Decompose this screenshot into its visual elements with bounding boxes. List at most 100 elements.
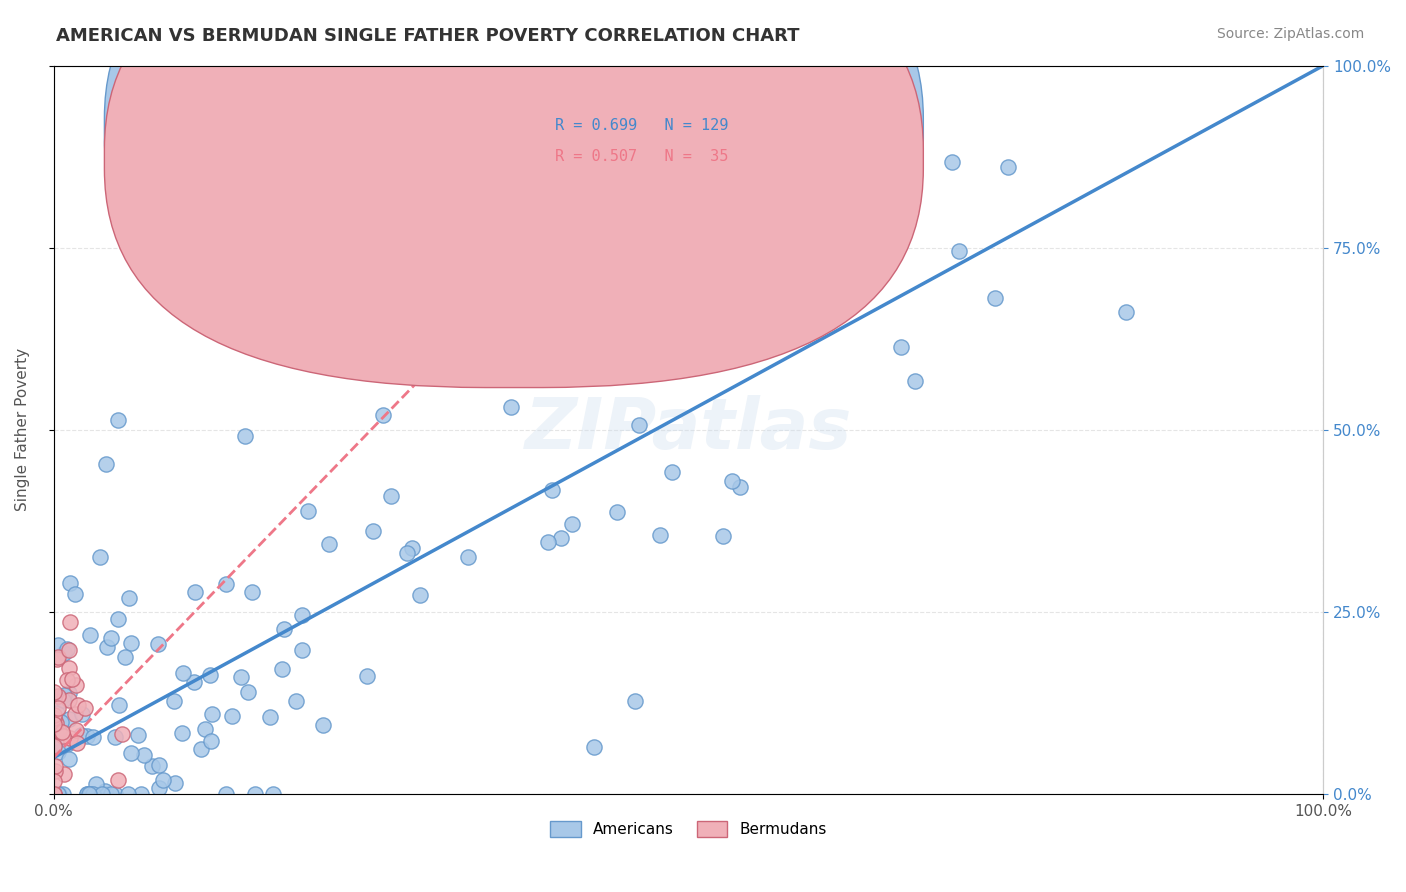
Y-axis label: Single Father Poverty: Single Father Poverty	[15, 348, 30, 511]
Point	[273, 622, 295, 636]
Point	[80, 787, 103, 801]
Point	[45, 716, 67, 731]
Point	[42, 787, 65, 801]
Point	[42, 685, 65, 699]
Point	[52, 787, 75, 801]
Point	[44, 739, 66, 753]
Point	[118, 591, 141, 605]
Point	[221, 708, 243, 723]
Point	[46, 649, 69, 664]
Point	[606, 505, 628, 519]
Point	[58, 661, 80, 675]
Point	[233, 428, 256, 442]
Point	[65, 677, 87, 691]
Point	[215, 787, 238, 801]
Point	[42, 710, 65, 724]
Point	[77, 787, 100, 801]
Point	[259, 710, 281, 724]
Point	[579, 370, 602, 384]
Point	[51, 725, 73, 739]
Point	[285, 694, 308, 708]
Point	[201, 707, 224, 722]
Point	[44, 764, 66, 778]
Point	[361, 524, 384, 538]
Point	[45, 723, 67, 738]
Point	[46, 745, 69, 759]
Point	[172, 665, 194, 680]
Point	[183, 675, 205, 690]
Point	[129, 787, 152, 801]
Point	[537, 535, 560, 549]
Point	[127, 727, 149, 741]
Point	[52, 729, 75, 743]
Point	[94, 787, 117, 801]
Point	[52, 688, 75, 702]
Point	[44, 759, 66, 773]
Point	[46, 787, 69, 801]
Point	[63, 707, 86, 722]
Point	[457, 549, 479, 564]
Point	[318, 537, 340, 551]
Point	[42, 738, 65, 752]
Point	[48, 724, 70, 739]
Point	[401, 541, 423, 556]
Point	[1115, 305, 1137, 319]
Point	[356, 669, 378, 683]
Point	[270, 662, 292, 676]
Point	[48, 787, 70, 801]
Point	[380, 489, 402, 503]
Point	[184, 584, 207, 599]
Point	[794, 249, 817, 263]
Point	[46, 701, 69, 715]
Point	[67, 698, 90, 712]
Point	[948, 244, 970, 258]
Point	[624, 694, 647, 708]
Point	[231, 670, 253, 684]
Point	[132, 748, 155, 763]
FancyBboxPatch shape	[104, 0, 924, 387]
Point	[91, 787, 114, 801]
Point	[650, 528, 672, 542]
Point	[73, 701, 96, 715]
Point	[236, 685, 259, 699]
Point	[904, 374, 927, 388]
Point	[46, 690, 69, 704]
Point	[997, 161, 1019, 175]
Point	[728, 480, 751, 494]
Point	[84, 777, 107, 791]
Point	[42, 787, 65, 801]
Point	[49, 715, 72, 730]
Text: Source: ZipAtlas.com: Source: ZipAtlas.com	[1216, 27, 1364, 41]
Point	[190, 742, 212, 756]
Point	[104, 787, 127, 801]
Point	[941, 155, 963, 169]
Point	[120, 746, 142, 760]
Point	[76, 729, 98, 743]
Point	[146, 638, 169, 652]
Point	[395, 545, 418, 559]
FancyBboxPatch shape	[460, 110, 815, 193]
Point	[200, 734, 222, 748]
Point	[52, 692, 75, 706]
Point	[58, 643, 80, 657]
Point	[46, 652, 69, 666]
Point	[148, 780, 170, 795]
Point	[56, 673, 79, 687]
Point	[70, 728, 93, 742]
Point	[984, 291, 1007, 305]
Point	[42, 774, 65, 789]
Point	[395, 310, 418, 324]
Point	[56, 641, 79, 656]
Point	[100, 631, 122, 645]
Point	[58, 686, 80, 700]
Point	[730, 223, 752, 237]
Point	[520, 244, 543, 259]
Point	[79, 628, 101, 642]
Point	[45, 787, 67, 801]
Point	[76, 787, 98, 801]
Point	[42, 787, 65, 801]
Point	[96, 640, 118, 654]
Point	[291, 643, 314, 657]
Point	[152, 773, 174, 788]
Point	[721, 475, 744, 489]
